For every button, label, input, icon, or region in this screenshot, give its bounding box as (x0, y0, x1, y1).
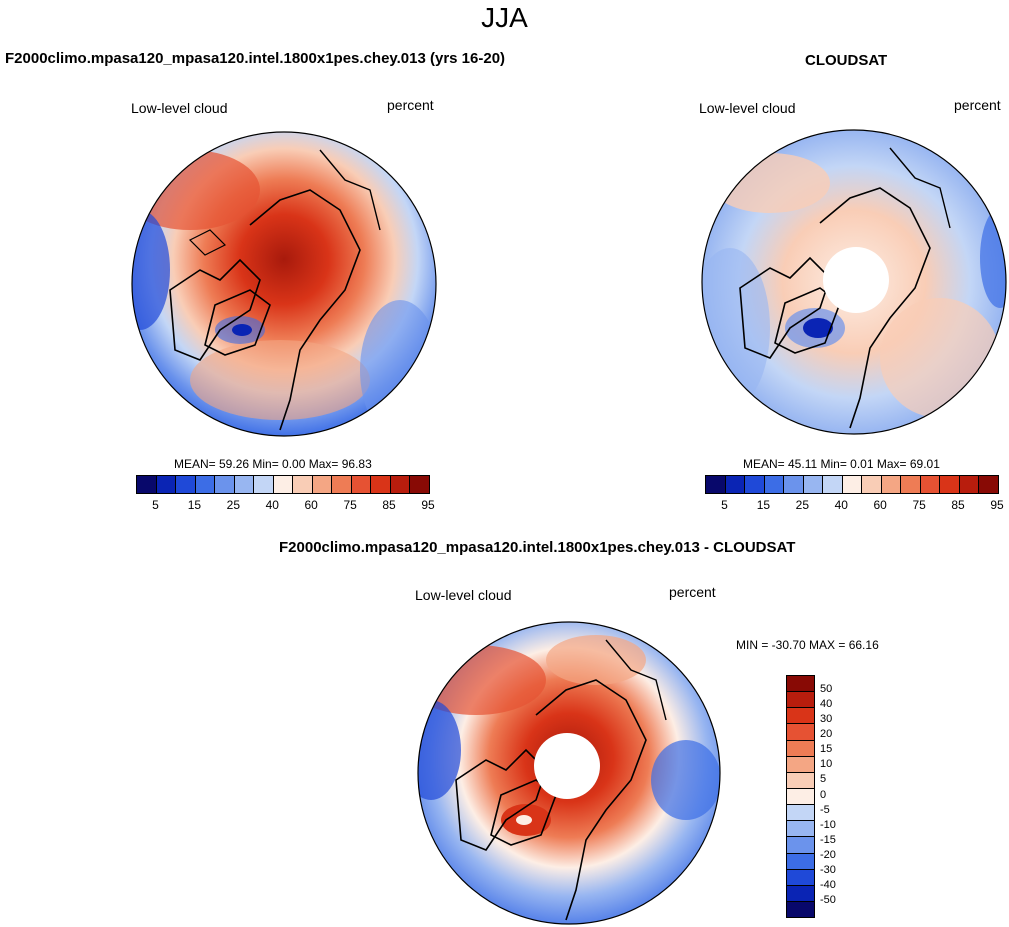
diff-polar-map (417, 621, 721, 925)
model-stats: MEAN= 59.26 Min= 0.00 Max= 96.83 (174, 457, 372, 471)
diff-units-label: percent (669, 584, 716, 600)
colorbar-tick-label: 30 (820, 713, 833, 726)
colorbar-swatch (959, 476, 980, 493)
colorbar-tick-label: -40 (820, 878, 836, 891)
colorbar-swatch (764, 476, 785, 493)
colorbar-tick-label: -30 (820, 863, 836, 876)
colorbar-tick-label: 95 (421, 498, 435, 512)
colorbar-swatch (254, 476, 274, 493)
diff-variable-label: Low-level cloud (415, 587, 512, 603)
colorbar-swatch (745, 476, 765, 493)
season-title: JJA (481, 2, 528, 33)
colorbar-swatch (803, 476, 824, 493)
colorbar-tick-label: 95 (990, 498, 1004, 512)
cloudsat-stats: MEAN= 45.11 Min= 0.01 Max= 69.01 (743, 457, 940, 471)
colorbar-swatch (137, 476, 157, 493)
colorbar-swatch (215, 476, 235, 493)
colorbar-swatch (410, 476, 429, 493)
colorbar-swatch (842, 476, 863, 493)
colorbar-tick-label: 60 (304, 498, 318, 512)
colorbar-swatch (176, 476, 196, 493)
colorbar-swatch (823, 476, 843, 493)
colorbar-swatch (881, 476, 902, 493)
colorbar-tick-label: 20 (820, 728, 833, 741)
colorbar-tick-label: 85 (951, 498, 965, 512)
colorbar-swatch (156, 476, 177, 493)
colorbar-tick-label: -5 (820, 803, 830, 816)
colorbar-tick-label: 40 (265, 498, 279, 512)
colorbar-swatch (787, 901, 814, 918)
colorbar-tick-label: 15 (820, 743, 833, 756)
colorbar-swatch (787, 837, 814, 854)
colorbar-swatch (787, 788, 814, 806)
colorbar-tick-label: -10 (820, 818, 836, 831)
colorbar-swatch (234, 476, 255, 493)
colorbar-tick-label: 50 (820, 683, 833, 696)
colorbar-swatch (312, 476, 333, 493)
colorbar-tick-label: 25 (795, 498, 810, 512)
cloudsat-panel-title: CLOUDSAT (805, 52, 888, 69)
colorbar-swatch (787, 740, 814, 757)
colorbar-tick-label: -15 (820, 833, 836, 846)
colorbar-swatch (787, 869, 814, 886)
colorbar-swatch (787, 676, 814, 693)
colorbar-swatch (787, 756, 814, 773)
colorbar-tick-label: 5 (820, 773, 827, 786)
colorbar-tick-label: 40 (820, 698, 833, 711)
colorbar-tick-label: 75 (912, 498, 926, 512)
colorbar-tick-label: 85 (382, 498, 396, 512)
colorbar-tick-label: 0 (820, 788, 827, 801)
colorbar-tick-label: 10 (820, 758, 833, 771)
colorbar-swatch (390, 476, 411, 493)
colorbar-swatch (787, 724, 814, 741)
colorbar-swatch (787, 772, 814, 789)
colorbar-tick-label: 60 (873, 498, 887, 512)
model-colorbar (136, 475, 430, 494)
model-panel-title: F2000climo.mpasa120_mpasa120.intel.1800x… (5, 50, 506, 67)
colorbar-swatch (787, 708, 814, 725)
colorbar-swatch (940, 476, 960, 493)
colorbar-tick-label: -50 (820, 893, 836, 906)
colorbar-tick-label: 5 (721, 498, 728, 512)
colorbar-swatch (901, 476, 921, 493)
colorbar-swatch (273, 476, 294, 493)
colorbar-swatch (787, 821, 814, 838)
colorbar-tick-label: -20 (820, 848, 836, 861)
colorbar-swatch (351, 476, 372, 493)
colorbar-tick-label: 75 (343, 498, 357, 512)
colorbar-tick-label: 5 (152, 498, 159, 512)
colorbar-swatch (725, 476, 746, 493)
model-polar-map (131, 131, 437, 437)
colorbar-swatch (862, 476, 882, 493)
colorbar-swatch (787, 885, 814, 902)
colorbar-swatch (920, 476, 941, 493)
cloudsat-units-label: percent (954, 97, 1001, 113)
diff-colorbar (786, 675, 815, 918)
colorbar-swatch (784, 476, 804, 493)
colorbar-swatch (293, 476, 313, 493)
colorbar-swatch (195, 476, 216, 493)
colorbar-tick-label: 40 (834, 498, 848, 512)
model-units-label: percent (387, 97, 434, 113)
colorbar-swatch (787, 692, 814, 709)
colorbar-swatch (706, 476, 726, 493)
colorbar-swatch (371, 476, 391, 493)
colorbar-swatch (787, 805, 814, 822)
cloudsat-variable-label: Low-level cloud (699, 100, 796, 116)
colorbar-tick-label: 15 (756, 498, 771, 512)
model-variable-label: Low-level cloud (131, 100, 228, 116)
colorbar-tick-label: 25 (226, 498, 241, 512)
colorbar-swatch (979, 476, 998, 493)
cloudsat-colorbar (705, 475, 999, 494)
colorbar-swatch (787, 853, 814, 870)
colorbar-swatch (332, 476, 352, 493)
colorbar-tick-label: 15 (187, 498, 202, 512)
diff-stats: MIN = -30.70 MAX = 66.16 (736, 638, 879, 652)
cloudsat-polar-map (701, 129, 1007, 435)
diff-panel-title: F2000climo.mpasa120_mpasa120.intel.1800x… (279, 539, 796, 556)
